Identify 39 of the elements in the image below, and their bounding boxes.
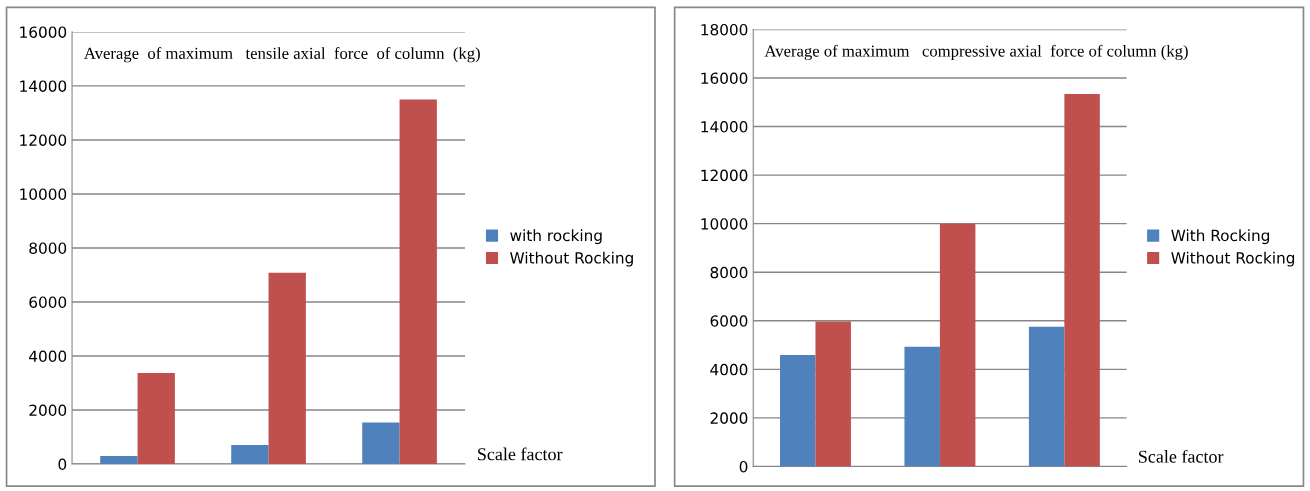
- y-tick-label: 6000: [29, 296, 67, 308]
- text: Average of maximum compressive axial force of column (kg): [764, 44, 1188, 61]
- y-tick-label: 12000: [20, 134, 67, 146]
- bar: [1028, 326, 1065, 467]
- legend-label: with rocking: [510, 229, 602, 245]
- legend-label: Without Rocking: [1171, 251, 1295, 267]
- bar: [137, 372, 175, 464]
- y-tick-label: 4000: [29, 350, 67, 362]
- legend-label: With Rocking: [1171, 229, 1270, 245]
- y-tick-label: 14000: [20, 80, 67, 92]
- y-tick-label: 8000: [710, 266, 748, 279]
- y-tick-label: 14000: [701, 121, 748, 133]
- text: Average of maximum tensile axial force of column (kg): [84, 47, 480, 63]
- bar: [268, 272, 306, 464]
- legend-label: Without Rocking: [510, 251, 633, 267]
- y-tick-label: 16000: [20, 26, 67, 38]
- bar: [231, 445, 269, 464]
- x-axis-title: Scale factor: [1139, 449, 1224, 463]
- y-tick-label: 4000: [710, 363, 748, 376]
- x-axis-title: Scale factor: [478, 447, 563, 461]
- bar: [100, 455, 138, 464]
- y-tick-label: 2000: [29, 404, 67, 417]
- y-tick-label: 10000: [701, 218, 748, 230]
- bar: [362, 422, 400, 464]
- bar: [815, 321, 851, 467]
- y-tick-label: 2000: [710, 412, 748, 424]
- bar: [399, 99, 437, 464]
- y-tick-label: 6000: [710, 315, 748, 327]
- bar: [904, 346, 940, 467]
- bar: [939, 223, 976, 467]
- y-tick-label: 0: [739, 460, 748, 473]
- y-tick-label: 12000: [701, 169, 748, 182]
- bar: [780, 355, 816, 467]
- y-tick-label: 16000: [701, 72, 748, 85]
- y-tick-label: 8000: [29, 242, 67, 254]
- y-tick-label: 18000: [701, 23, 748, 36]
- y-tick-label: 0: [58, 458, 67, 471]
- bar: [1064, 94, 1100, 467]
- y-tick-label: 10000: [20, 188, 67, 200]
